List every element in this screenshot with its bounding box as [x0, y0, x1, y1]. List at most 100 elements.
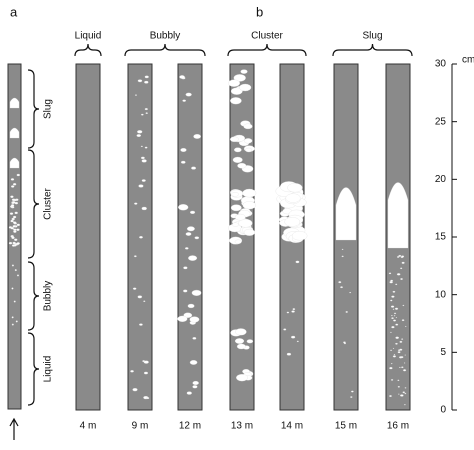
bubble: [183, 266, 188, 270]
bubble: [10, 178, 15, 181]
regime-label: Cluster: [43, 187, 54, 219]
slug-bubble: [9, 97, 20, 109]
bubble: [395, 336, 399, 339]
bubble: [192, 385, 198, 389]
bubble: [242, 188, 257, 198]
regime-label: Liquid: [75, 31, 102, 42]
bubble: [142, 360, 146, 363]
bubble: [143, 300, 146, 302]
bubble: [144, 108, 148, 111]
scale-tick-label: 25: [435, 116, 447, 127]
bubble: [185, 247, 189, 250]
bubble: [395, 342, 398, 345]
bubble: [235, 328, 247, 336]
bubble: [192, 381, 199, 385]
bubble: [139, 323, 143, 326]
bubble: [193, 134, 201, 139]
bubble: [292, 231, 308, 241]
bubble: [186, 226, 195, 232]
bubble: [395, 283, 398, 285]
bubble: [295, 260, 300, 264]
brace: [227, 43, 307, 57]
bubble: [134, 202, 138, 205]
bubble: [11, 236, 15, 239]
bubble: [13, 228, 17, 231]
bubble: [390, 305, 395, 308]
panel-label: a: [10, 4, 18, 19]
bubble: [228, 79, 240, 87]
bubble: [398, 254, 402, 257]
regime-label: Bubbly: [43, 281, 54, 312]
bubble: [239, 83, 252, 92]
bubble: [392, 290, 396, 293]
bubble: [237, 162, 247, 169]
bubble: [403, 369, 407, 372]
bubble: [402, 391, 406, 394]
bubble: [11, 198, 16, 201]
bubble: [391, 317, 394, 319]
bubble: [137, 130, 143, 134]
bubble: [393, 319, 396, 322]
bubble: [132, 388, 138, 392]
bubble: [137, 79, 143, 83]
bubble: [401, 255, 405, 258]
bubble: [396, 273, 401, 276]
bubble: [14, 238, 18, 241]
bubble: [401, 338, 404, 340]
brace: [74, 43, 102, 57]
bubble: [140, 156, 145, 160]
bubble: [236, 374, 248, 382]
bubble: [400, 278, 403, 280]
bubble: [340, 286, 343, 289]
bubble: [236, 343, 246, 350]
brace: [27, 261, 40, 331]
bubble: [12, 215, 17, 219]
bubble: [141, 179, 146, 182]
bubble: [190, 210, 196, 214]
scale-tick-label: 30: [435, 59, 447, 70]
bubble: [11, 217, 15, 221]
brace: [124, 43, 206, 57]
bubble: [391, 326, 395, 329]
slug-bubble: [9, 157, 20, 169]
bubble: [141, 159, 147, 163]
bubble: [13, 300, 16, 303]
bubble: [230, 204, 242, 212]
bubble: [397, 386, 400, 388]
column-label: 14 m: [281, 421, 303, 432]
bubble: [345, 311, 348, 313]
bubble: [12, 183, 17, 186]
brace: [27, 149, 40, 259]
bubble: [283, 328, 287, 331]
bubble: [404, 404, 406, 406]
bubble: [141, 206, 147, 211]
bubble: [181, 160, 186, 164]
reference-tube: [7, 63, 22, 410]
bubble: [390, 331, 392, 333]
bubble: [230, 97, 242, 105]
bubble: [144, 75, 149, 79]
bubble: [242, 201, 256, 210]
bubble: [16, 228, 20, 231]
bubble: [390, 349, 392, 351]
bubble: [403, 362, 406, 364]
bubble: [284, 217, 301, 227]
bubble: [285, 193, 301, 203]
bubble: [189, 360, 198, 365]
bubble: [16, 242, 20, 245]
bubble: [141, 113, 144, 116]
bubble: [15, 320, 18, 323]
bubble: [9, 212, 14, 215]
column-label: 4 m: [80, 421, 97, 432]
bubble: [390, 279, 394, 282]
bubble: [401, 366, 404, 368]
scale-tick-label: 10: [435, 289, 447, 300]
bubble: [390, 379, 394, 381]
bubble: [186, 391, 192, 395]
bubble: [390, 299, 393, 302]
bubble: [10, 195, 14, 198]
bubble: [286, 352, 292, 356]
bubble: [178, 204, 189, 211]
bubble: [392, 347, 395, 349]
